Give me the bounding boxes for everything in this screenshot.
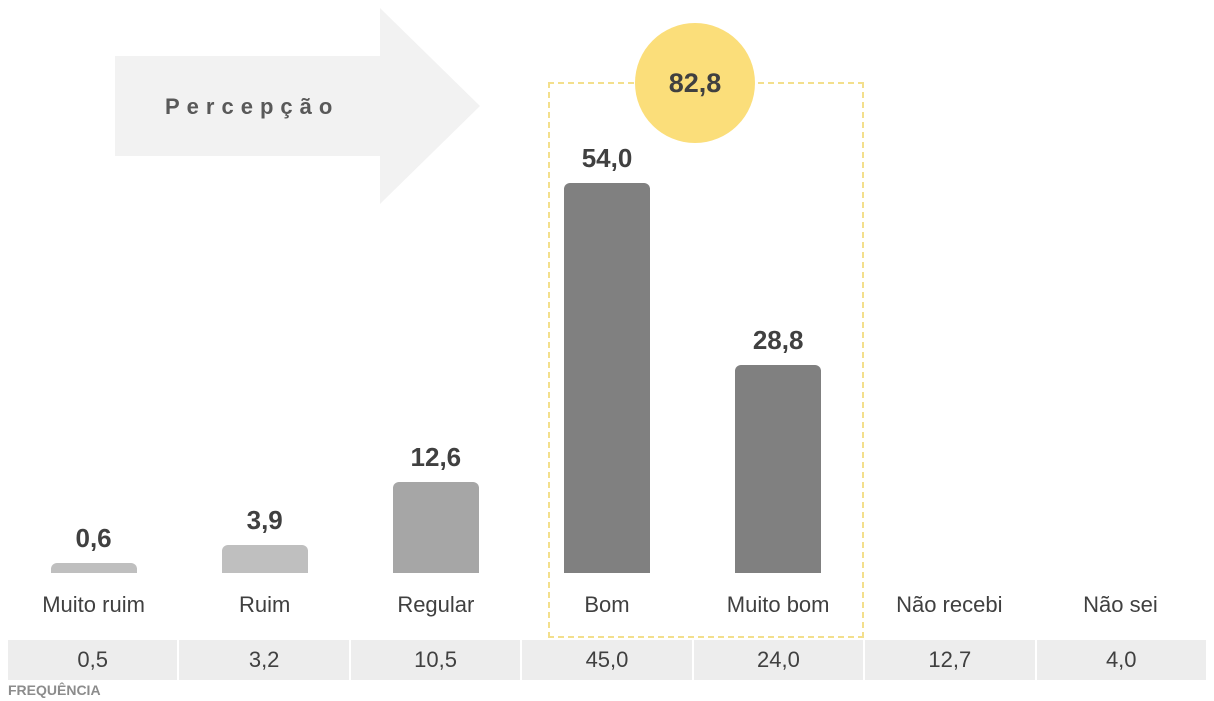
category-label: Regular <box>397 592 475 617</box>
frequency-cell: 12,7 <box>863 640 1034 680</box>
bar <box>221 544 308 573</box>
bar-value-label: 28,8 <box>752 325 804 355</box>
category-label: Não sei <box>1083 592 1158 617</box>
bar <box>392 482 479 573</box>
bar <box>735 365 822 573</box>
category-label: Não recebi <box>896 592 1003 617</box>
frequency-row: 0,5 3,2 10,5 45,0 24,0 12,7 4,0 <box>8 640 1206 680</box>
frequency-cell: 4,0 <box>1034 640 1206 680</box>
bar <box>50 563 137 573</box>
bar-value-label: 0,6 <box>75 523 112 553</box>
frequency-cell: 0,5 <box>77 647 108 672</box>
frequency-cell: 3,2 <box>177 640 348 680</box>
positive-total-badge: 82,8 <box>635 23 755 143</box>
bar-value-label: 3,9 <box>246 504 283 535</box>
category-label: Muito ruim <box>42 592 145 617</box>
category-label: Muito bom <box>726 592 830 617</box>
frequency-cell: 24,0 <box>691 640 863 680</box>
frequency-cell: 10,5 <box>348 640 520 680</box>
bar <box>564 183 650 573</box>
category-label: Bom <box>584 592 630 617</box>
bar-value-label: 54,0 <box>581 143 633 173</box>
frequency-title: FREQUÊNCIA <box>8 682 101 698</box>
bar-value-label: 12,6 <box>410 442 462 472</box>
perception-arrow: Percepção <box>115 8 480 204</box>
arrow-shape <box>115 8 480 204</box>
category-label: Ruim <box>239 592 291 617</box>
frequency-cell: 45,0 <box>520 640 691 680</box>
arrow-label: Percepção <box>165 94 340 119</box>
